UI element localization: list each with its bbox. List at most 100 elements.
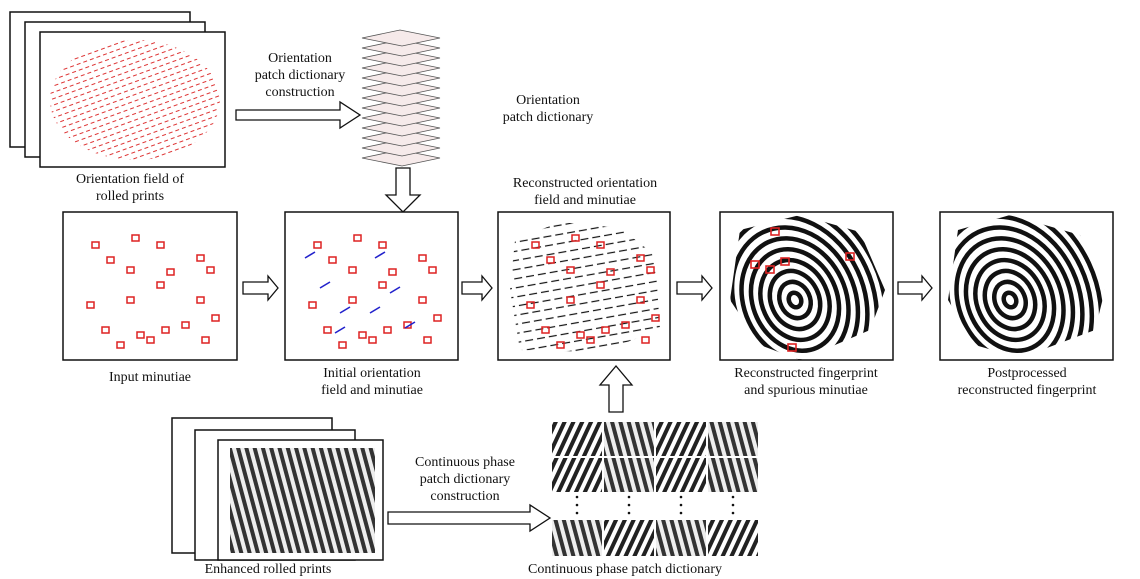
minutia (586, 336, 595, 344)
ridge (948, 215, 1095, 358)
minutia (181, 321, 190, 329)
spurious-minutia (770, 227, 780, 236)
minutia (126, 296, 135, 304)
spurious-minutia (765, 265, 775, 274)
minutia (556, 341, 565, 349)
ridge (767, 268, 823, 332)
labels: Orientation field of rolled prints Orienta… (76, 51, 1097, 577)
orientation-dictionary-stack (361, 29, 441, 167)
label-line: Continuous phase patch dictionary (528, 562, 722, 577)
label-line: Postprocessed (987, 366, 1066, 381)
label-line: Orientation (268, 51, 332, 66)
minutia (101, 326, 110, 334)
minutia (156, 241, 165, 249)
ridge (992, 279, 1028, 321)
label-line: Input minutiae (109, 370, 191, 385)
ridge (982, 268, 1038, 332)
phase-patch (656, 520, 706, 556)
minutia (566, 266, 575, 274)
minutia (433, 314, 442, 322)
label-line: field and minutiae (534, 193, 636, 208)
minutia (383, 326, 392, 334)
ridge (1001, 290, 1019, 310)
phase-patch (604, 458, 654, 492)
minutia (348, 296, 357, 304)
orientation-dash (369, 306, 381, 314)
orientation-dash (389, 286, 401, 294)
minutia (571, 234, 580, 242)
minutia (601, 326, 610, 334)
orientation-dash (404, 321, 416, 329)
phase-patch (656, 422, 706, 456)
minutia (388, 268, 397, 276)
minutia (323, 326, 332, 334)
arrow (676, 274, 713, 302)
minutia (418, 296, 427, 304)
ridge (973, 257, 1047, 343)
orientation-dash (304, 251, 316, 259)
label-line: rolled prints (96, 189, 164, 204)
minutia (358, 331, 367, 339)
ellipsis-dot (731, 503, 735, 507)
label-line: and spurious minutiae (744, 383, 868, 398)
ridge (758, 257, 832, 343)
phase-patch (604, 422, 654, 456)
minutia (423, 336, 432, 344)
minutia (566, 296, 575, 304)
minutia (636, 296, 645, 304)
minutia (606, 268, 615, 276)
phase-patch (604, 520, 654, 556)
label-line: Reconstructed orientation (513, 176, 657, 191)
ridge (777, 279, 813, 321)
minutia (206, 266, 215, 274)
panel-initial-orientation (284, 211, 459, 361)
arrow (384, 167, 422, 213)
phase-patch (552, 458, 602, 492)
phase-patch (708, 422, 758, 456)
minutia (328, 256, 337, 264)
minutia (576, 331, 585, 339)
panel-input-minutiae (62, 211, 238, 361)
phase-patch (708, 520, 758, 556)
minutia (136, 331, 145, 339)
minutia (91, 241, 100, 249)
orientation-field (510, 222, 660, 352)
label-line: Initial orientation (323, 366, 421, 381)
ellipsis-dot (575, 503, 579, 507)
minutia (86, 301, 95, 309)
minutia (596, 281, 605, 289)
label-line: field and minutiae (321, 383, 423, 398)
label-line: Enhanced rolled prints (205, 562, 332, 577)
ellipsis-dot (627, 503, 631, 507)
arrow (598, 364, 634, 413)
orientation-dash (334, 326, 346, 334)
minutia (166, 268, 175, 276)
minutia (546, 256, 555, 264)
minutiae (86, 227, 855, 352)
minutia (646, 266, 655, 274)
dictionary-layer (361, 29, 441, 47)
minutia (378, 241, 387, 249)
minutia (338, 341, 347, 349)
arrow (387, 503, 552, 533)
minutia (131, 234, 140, 242)
ridge (963, 246, 1057, 354)
arrow (461, 274, 493, 302)
label-line: patch dictionary (503, 110, 594, 125)
minutia (348, 266, 357, 274)
ellipsis-dot (575, 511, 579, 515)
minutia (378, 281, 387, 289)
ridge (948, 215, 1104, 358)
orientation-dash (339, 306, 351, 314)
spurious-minutia (787, 343, 797, 352)
phase-dictionary-grid (552, 422, 758, 556)
minutia (368, 336, 377, 344)
spurious-minutia (780, 257, 790, 266)
phase-patch (552, 422, 602, 456)
minutia (353, 234, 362, 242)
ellipsis-dot (627, 511, 631, 515)
ellipsis-dot (679, 511, 683, 515)
enhanced-prints-stack (171, 417, 384, 561)
ellipsis-dot (627, 495, 631, 499)
